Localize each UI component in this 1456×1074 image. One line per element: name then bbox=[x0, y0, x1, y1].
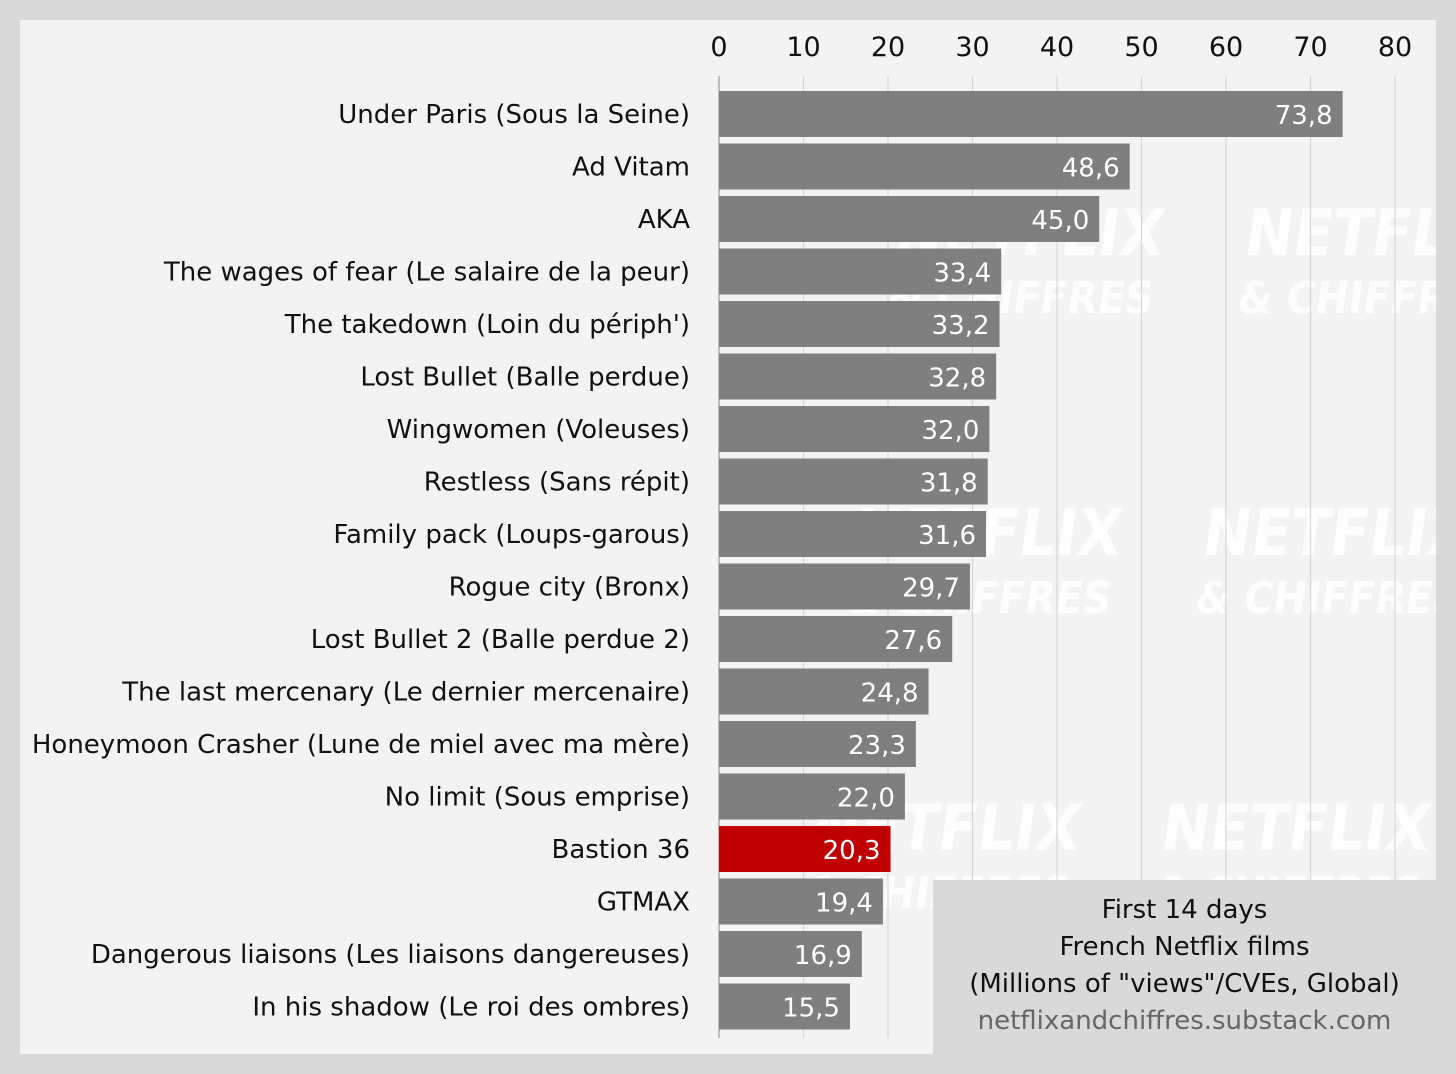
value-label: 23,3 bbox=[848, 731, 906, 761]
category-label: Restless (Sans répit) bbox=[424, 468, 690, 498]
bar bbox=[719, 721, 916, 767]
bar bbox=[719, 878, 883, 925]
category-labels: Under Paris (Sous la Seine) Ad Vitam AKA Th… bbox=[32, 100, 690, 1023]
bar bbox=[719, 511, 987, 557]
category-label: Under Paris (Sous la Seine) bbox=[338, 100, 690, 130]
bar bbox=[719, 248, 1002, 295]
category-label: Rogue city (Bronx) bbox=[449, 573, 690, 603]
watermark-text: & CHIFFRES bbox=[1235, 273, 1436, 324]
category-label: GTMAX bbox=[597, 888, 690, 918]
value-label: 32,8 bbox=[928, 364, 986, 394]
bar bbox=[719, 353, 997, 400]
bar bbox=[719, 983, 850, 1030]
value-label: 31,6 bbox=[918, 521, 976, 551]
watermark-text: NETFLIX bbox=[1198, 496, 1436, 571]
bar bbox=[719, 563, 970, 610]
chart-title-line-2: French Netflix films bbox=[1059, 932, 1310, 962]
category-label: AKA bbox=[638, 205, 690, 235]
watermark-text: NETFLIX bbox=[1240, 196, 1436, 271]
x-tick-label: 50 bbox=[1124, 32, 1158, 63]
bar bbox=[719, 826, 891, 872]
category-label: Lost Bullet (Balle perdue) bbox=[360, 363, 690, 393]
watermark-text: NETFLIX bbox=[1157, 791, 1436, 866]
chart-title-line-1: First 14 days bbox=[1101, 895, 1268, 925]
value-label: 19,4 bbox=[815, 889, 873, 919]
bar bbox=[719, 616, 953, 662]
category-label: Wingwomen (Voleuses) bbox=[387, 415, 690, 445]
bar bbox=[719, 668, 929, 715]
chart-title-line-3: (Millions of "views"/CVEs, Global) bbox=[969, 969, 1400, 999]
x-tick-label: 30 bbox=[955, 32, 989, 63]
value-label: 48,6 bbox=[1062, 154, 1120, 184]
chart-caption-box: First 14 days French Netflix films (Mill… bbox=[933, 880, 1436, 1054]
category-label: Family pack (Loups-garous) bbox=[333, 520, 690, 550]
category-label: Ad Vitam bbox=[572, 153, 690, 183]
bar bbox=[719, 196, 1100, 242]
watermark-text: & CHIFFRES bbox=[1192, 573, 1436, 624]
value-label: 31,8 bbox=[920, 469, 978, 499]
value-label: 15,5 bbox=[782, 994, 840, 1024]
value-label: 22,0 bbox=[837, 784, 895, 814]
x-tick-label: 10 bbox=[786, 32, 820, 63]
x-tick-label: 60 bbox=[1209, 32, 1243, 63]
bar bbox=[719, 773, 905, 820]
value-label: 73,8 bbox=[1275, 101, 1333, 131]
category-label: Dangerous liaisons (Les liaisons dangere… bbox=[91, 940, 690, 970]
value-label: 33,4 bbox=[933, 259, 991, 289]
category-label: The last mercenary (Le dernier mercenair… bbox=[121, 678, 690, 708]
category-label: The wages of fear (Le salaire de la peur… bbox=[163, 258, 690, 288]
category-label: Lost Bullet 2 (Balle perdue 2) bbox=[311, 625, 690, 655]
x-tick-label: 40 bbox=[1040, 32, 1074, 63]
bar bbox=[719, 301, 1000, 347]
value-label: 24,8 bbox=[861, 679, 919, 709]
category-label: The takedown (Loin du périph') bbox=[284, 310, 690, 340]
category-label: Bastion 36 bbox=[552, 835, 690, 865]
category-label: No limit (Sous emprise) bbox=[385, 783, 690, 813]
category-label: In his shadow (Le roi des ombres) bbox=[252, 993, 690, 1023]
bars bbox=[719, 91, 1343, 1030]
value-labels: 73,8 48,6 45,0 33,4 33,2 32,8 32,0 31,8 31,6 29,7… bbox=[782, 101, 1333, 1024]
bar bbox=[719, 406, 990, 452]
bar bbox=[719, 931, 862, 977]
category-label: Honeymoon Crasher (Lune de miel avec ma … bbox=[32, 730, 690, 760]
value-label: 27,6 bbox=[884, 626, 942, 656]
x-tick-label: 70 bbox=[1293, 32, 1327, 63]
x-tick-label: 0 bbox=[710, 32, 727, 63]
value-label: 45,0 bbox=[1031, 206, 1089, 236]
x-tick-label: 20 bbox=[871, 32, 905, 63]
value-label: 33,2 bbox=[932, 311, 990, 341]
bar bbox=[719, 143, 1130, 190]
x-axis-ticks: 0 10 20 30 40 50 60 70 80 bbox=[710, 32, 1412, 63]
x-tick-label: 80 bbox=[1378, 32, 1412, 63]
bar bbox=[719, 91, 1343, 137]
value-label: 16,9 bbox=[794, 941, 852, 971]
source-url: netflixandchiffres.substack.com bbox=[977, 1006, 1392, 1036]
value-label: 32,0 bbox=[922, 416, 980, 446]
value-label: 29,7 bbox=[902, 574, 960, 604]
value-label: 20,3 bbox=[823, 836, 881, 866]
bar bbox=[719, 458, 988, 505]
